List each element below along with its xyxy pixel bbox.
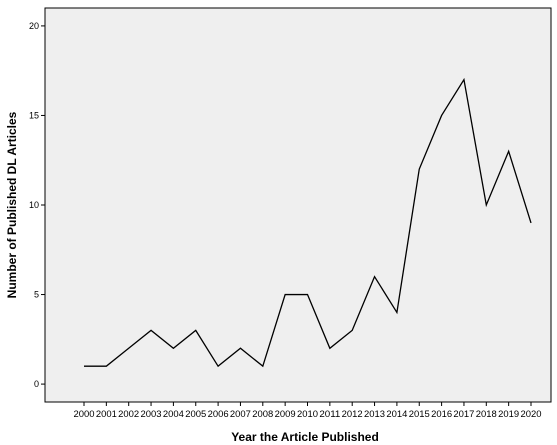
y-tick-label: 15 — [29, 110, 39, 120]
x-tick-label: 2019 — [498, 409, 519, 419]
x-tick-label: 2020 — [521, 409, 542, 419]
x-tick-label: 2010 — [297, 409, 318, 419]
plot-area — [44, 7, 552, 403]
x-tick-label: 2018 — [476, 409, 497, 419]
x-axis-title: Year the Article Published — [231, 430, 379, 444]
x-axis: 2000 2001 2002 2003 2004 2005 2006 2007 2008 2009… — [74, 402, 542, 419]
x-tick-label: 2012 — [342, 409, 363, 419]
x-tick-label: 2008 — [252, 409, 273, 419]
x-tick-label: 2001 — [96, 409, 117, 419]
y-axis: 0 5 10 15 20 — [29, 21, 45, 389]
y-tick-label: 0 — [34, 379, 39, 389]
x-tick-label: 2013 — [364, 409, 385, 419]
x-tick-label: 2007 — [230, 409, 251, 419]
x-tick-label: 2003 — [141, 409, 162, 419]
series-line — [84, 77, 532, 368]
x-tick-label: 2005 — [185, 409, 206, 419]
y-tick-label: 20 — [29, 21, 39, 31]
y-tick-label: 10 — [29, 200, 39, 210]
x-tick-label: 2004 — [163, 409, 184, 419]
y-tick-label: 5 — [34, 290, 39, 300]
x-tick-label: 2009 — [275, 409, 296, 419]
x-tick-label: 2006 — [208, 409, 229, 419]
x-tick-label: 2011 — [319, 409, 340, 419]
x-tick-label: 2002 — [118, 409, 139, 419]
y-axis-title: Number of Published DL Articles — [5, 111, 19, 298]
x-tick-label: 2000 — [74, 409, 95, 419]
x-tick-label: 2015 — [409, 409, 430, 419]
x-tick-label: 2014 — [386, 409, 407, 419]
x-tick-label: 2017 — [453, 409, 474, 419]
x-tick-label: 2016 — [431, 409, 452, 419]
